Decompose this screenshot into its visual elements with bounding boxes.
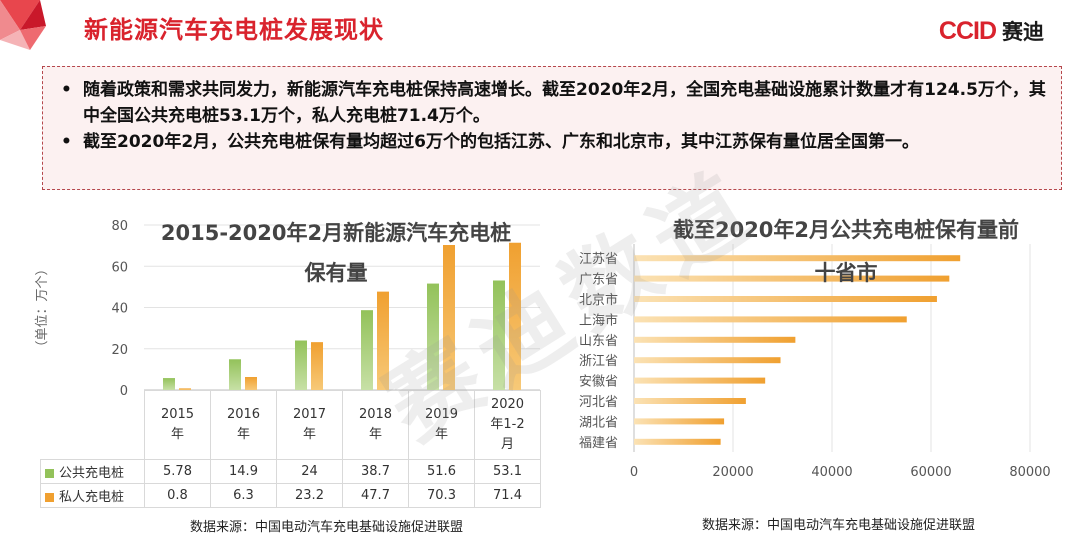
legend-label: 公共充电桩 xyxy=(59,466,125,481)
bar-private xyxy=(377,291,389,390)
data-label: 70.3 xyxy=(408,483,475,508)
bar-province xyxy=(634,316,907,323)
data-label: 6.3 xyxy=(210,483,277,508)
chart-title: 保有量 xyxy=(304,261,368,285)
data-label: 38.7 xyxy=(342,459,409,484)
x-tick-label: 2015 年 xyxy=(144,390,211,460)
data-label: 51.6 xyxy=(408,459,475,484)
y-tick-label: 山东省 xyxy=(579,334,618,349)
y-tick-label: 60 xyxy=(111,260,128,275)
y-tick-label: 河北省 xyxy=(579,395,618,410)
bar-public xyxy=(163,378,175,390)
data-label: 23.2 xyxy=(276,483,343,508)
table-corner xyxy=(41,391,145,460)
bar-province xyxy=(634,418,725,425)
bar-province xyxy=(634,336,796,343)
logo-text-en: CCID xyxy=(938,16,997,45)
y-tick-label: 20 xyxy=(111,343,128,358)
chart-title: 十省市 xyxy=(815,261,878,285)
bar-private xyxy=(509,242,521,390)
legend-swatch xyxy=(45,493,54,502)
summary-bullet: 截至2020年2月，公共充电桩保有量均超过6万个的包括江苏、广东和北京市，其中江… xyxy=(57,129,1047,155)
y-tick-label: 江苏省 xyxy=(579,251,618,267)
bar-province xyxy=(634,377,766,384)
x-tick-label: 2019 年 xyxy=(408,390,475,460)
x-tick-label: 20000 xyxy=(712,465,753,480)
y-tick-label: 北京市 xyxy=(579,292,618,308)
table-row: 私人充电桩 0.8 6.3 23.2 47.7 70.3 71.4 xyxy=(40,483,541,508)
bar-province xyxy=(634,398,746,404)
data-label: 71.4 xyxy=(474,483,541,508)
bar-province xyxy=(634,275,950,282)
y-tick-label: 福建省 xyxy=(579,436,618,451)
ccid-logo: CCID 赛迪 xyxy=(939,16,1044,46)
y-tick-label: 40 xyxy=(111,302,128,317)
y-tick-label: 上海市 xyxy=(579,312,618,328)
x-tick-label: 2018 年 xyxy=(342,390,409,460)
y-tick-label: 湖北省 xyxy=(579,415,618,430)
data-label: 14.9 xyxy=(210,459,277,484)
data-label: 47.7 xyxy=(342,483,409,508)
y-tick-label: 浙江省 xyxy=(579,354,618,369)
bar-province xyxy=(634,357,781,364)
bar-private xyxy=(443,245,455,390)
x-tick-label: 60000 xyxy=(910,465,951,480)
bar-province xyxy=(634,296,937,302)
data-label: 0.8 xyxy=(144,483,211,508)
bar-private xyxy=(245,377,257,390)
x-tick-label: 2020 年1-2 月 xyxy=(474,390,541,460)
legend-swatch xyxy=(45,469,54,478)
bar-province xyxy=(634,255,961,262)
summary-bullet: 随着政策和需求共同发力，新能源汽车充电桩保持高速增长。截至2020年2月，全国充… xyxy=(57,77,1047,129)
bar-province xyxy=(634,438,721,445)
left-source-note: 数据来源：中国电动汽车充电基础设施促进联盟 xyxy=(190,520,464,535)
chart-title: 2015-2020年2月新能源汽车充电桩 xyxy=(161,221,511,245)
legend-label: 私人充电桩 xyxy=(59,490,125,505)
legend-entry: 私人充电桩 xyxy=(40,483,145,508)
bar-public xyxy=(427,283,439,390)
x-tick-label: 80000 xyxy=(1009,465,1050,480)
bar-public xyxy=(229,359,241,390)
legend-entry: 公共充电桩 xyxy=(40,459,145,484)
bar-private xyxy=(311,342,323,390)
data-label: 53.1 xyxy=(474,459,541,484)
chart-data-table: 2015 年 2016 年 2017 年 2018 年 2019 年 2020 年1-2 月公共充电桩 5… xyxy=(40,390,541,508)
x-tick-label: 2016 年 xyxy=(210,390,277,460)
logo-text-cn: 赛迪 xyxy=(1002,20,1044,44)
x-tick-label: 2017 年 xyxy=(276,390,343,460)
right-source-note: 数据来源：中国电动汽车充电基础设施促进联盟 xyxy=(702,518,976,533)
top-ten-provinces-chart: 0 20000 40000 60000 80000 江苏省广东省北京市上海市山东省浙江省安… xyxy=(579,218,1051,480)
summary-box: 随着政策和需求共同发力，新能源汽车充电桩保持高速增长。截至2020年2月，全国充… xyxy=(42,66,1062,190)
bar-public xyxy=(295,340,307,390)
table-row: 公共充电桩 5.78 14.9 24 38.7 51.6 53.1 xyxy=(40,459,541,484)
y-tick-label: 80 xyxy=(111,219,128,234)
corner-decoration xyxy=(0,0,46,50)
data-label: 5.78 xyxy=(144,459,211,484)
data-label: 24 xyxy=(276,459,343,484)
y-axis-label: （单位：万个） xyxy=(35,262,50,353)
x-tick-label: 0 xyxy=(630,465,638,480)
bar-public xyxy=(493,280,505,390)
y-tick-label: 0 xyxy=(120,384,128,395)
chart-title: 截至2020年2月公共充电桩保有量前 xyxy=(673,218,1019,242)
y-tick-label: 安徽省 xyxy=(579,375,618,390)
page-title: 新能源汽车充电桩发展现状 xyxy=(84,16,384,44)
bar-private xyxy=(179,388,191,390)
y-tick-label: 广东省 xyxy=(579,273,618,288)
bar-public xyxy=(361,310,373,390)
x-tick-label: 40000 xyxy=(811,465,852,480)
